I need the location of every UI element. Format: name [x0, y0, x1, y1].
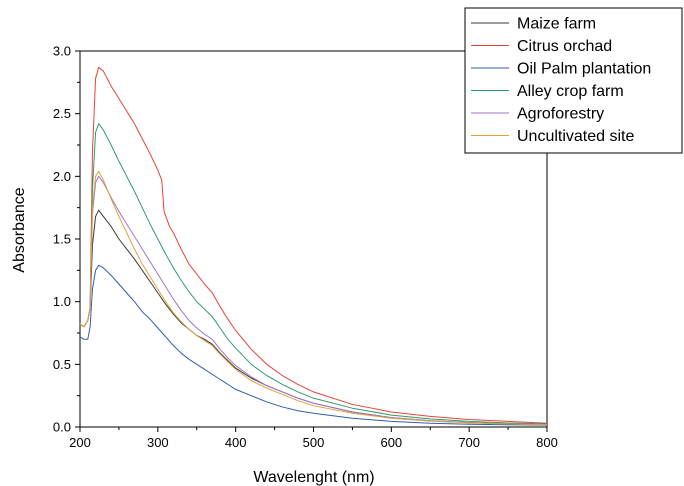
y-tick-label: 1.0 [53, 294, 71, 309]
legend: Maize farm Citrus orchad Oil Palm plantati… [464, 7, 683, 154]
legend-label: Alley crop farm [517, 83, 624, 100]
series-line-oil-palm-plantation [79, 264, 548, 426]
y-tick-label: 3.0 [53, 44, 71, 59]
x-axis-title: Wavelenght (nm) [253, 469, 374, 486]
series-line-citrus-orchad [79, 66, 548, 424]
series-layer [79, 66, 548, 426]
y-tick-label: 2.5 [53, 106, 71, 121]
y-axis: 0.0 0.5 1.0 1.5 2.0 2.5 3.0 [53, 44, 80, 435]
x-tick-label: 300 [147, 435, 169, 450]
legend-box [464, 7, 683, 154]
x-axis: 200 300 400 500 600 700 800 [69, 427, 558, 450]
y-tick-label: 1.5 [53, 232, 71, 247]
x-tick-label: 200 [69, 435, 91, 450]
legend-label: Citrus orchad [517, 38, 612, 55]
series-line-uncultivated-site [79, 170, 548, 426]
legend-label: Agroforestry [517, 106, 604, 123]
x-tick-label: 800 [536, 435, 558, 450]
x-tick-label: 600 [380, 435, 402, 450]
y-tick-label: 0.0 [53, 420, 71, 435]
legend-label: Uncultivated site [517, 128, 634, 145]
y-axis-title: Absorbance [11, 187, 28, 272]
series-line-alley-crop-farm [79, 123, 548, 425]
y-tick-label: 0.5 [53, 357, 71, 372]
series-line-agroforestry [79, 175, 548, 425]
y-tick-label: 2.0 [53, 169, 71, 184]
x-tick-label: 700 [458, 435, 480, 450]
legend-label: Oil Palm plantation [517, 61, 651, 78]
legend-label: Maize farm [517, 16, 596, 33]
x-tick-label: 500 [303, 435, 325, 450]
x-tick-label: 400 [225, 435, 247, 450]
